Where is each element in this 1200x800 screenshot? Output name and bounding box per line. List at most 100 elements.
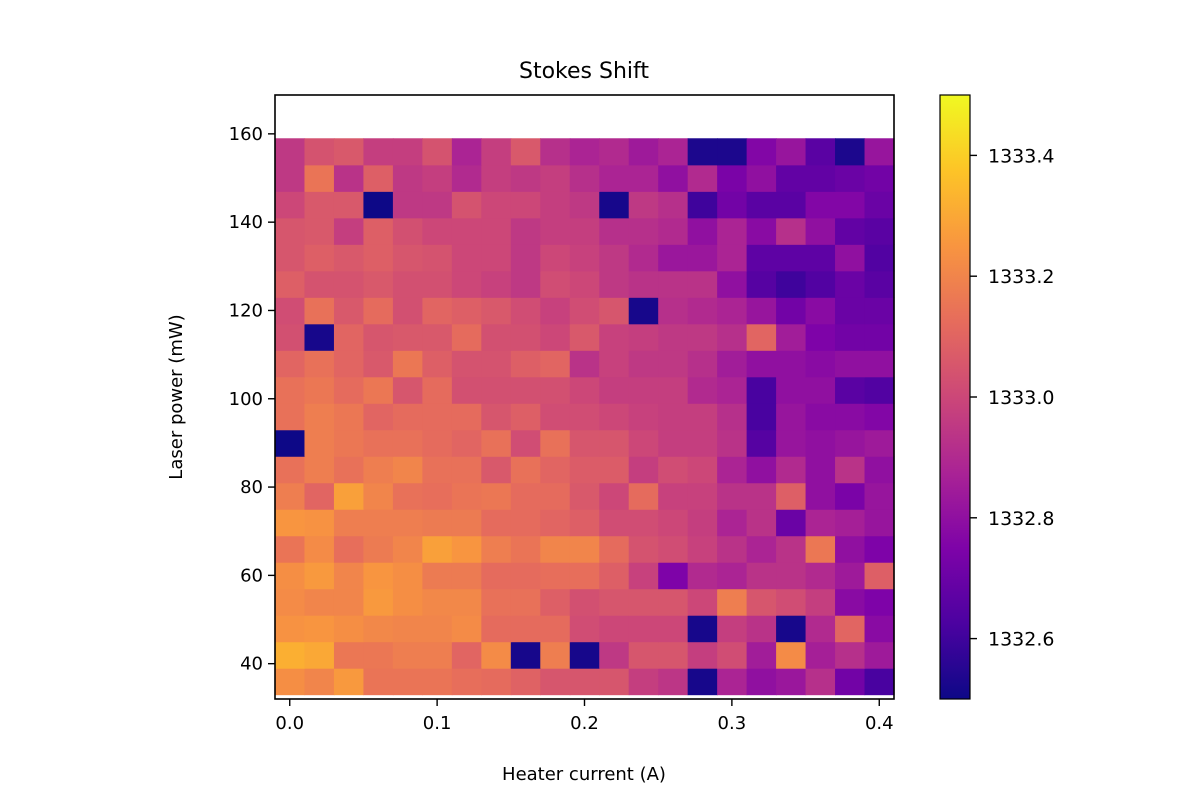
heat-cell [746, 588, 777, 616]
heat-cell [687, 376, 718, 404]
heat-cell [628, 244, 659, 272]
heat-cell [835, 668, 866, 696]
heat-cell [628, 217, 659, 245]
heat-cell [776, 429, 807, 457]
heat-cell [776, 138, 807, 166]
heat-cell [304, 482, 335, 510]
heat-cell [628, 164, 659, 192]
heat-cell [304, 191, 335, 219]
heat-cell [628, 376, 659, 404]
heat-cell [363, 641, 394, 669]
heat-cell [717, 297, 748, 325]
heat-cell [422, 615, 453, 643]
heat-cell [422, 641, 453, 669]
heat-cell [805, 456, 836, 484]
heat-cell [510, 323, 541, 351]
heat-cell [451, 244, 482, 272]
heat-cell [363, 164, 394, 192]
heat-cell [333, 297, 365, 325]
heat-cell [835, 562, 866, 590]
heat-cell [599, 429, 630, 457]
heat-cell [746, 376, 777, 404]
heat-cell [540, 509, 571, 537]
heat-cell [805, 588, 836, 616]
y-tick-label: 100 [229, 389, 263, 410]
heat-cell [275, 297, 306, 325]
heat-cell [687, 509, 718, 537]
heat-cell [776, 376, 807, 404]
heat-cell [658, 376, 689, 404]
heat-cell [776, 456, 807, 484]
heat-cell [275, 429, 306, 457]
heat-cell [658, 217, 689, 245]
heat-cell [275, 164, 306, 192]
heat-cell [392, 350, 423, 378]
heat-cell [835, 535, 866, 563]
heat-cell [599, 323, 630, 351]
heat-cell [628, 562, 659, 590]
heat-cell [304, 244, 335, 272]
heat-cell [864, 270, 895, 298]
heat-cell [422, 535, 453, 563]
heat-cell [481, 217, 512, 245]
heat-cell [717, 615, 748, 643]
heat-cell [864, 588, 895, 616]
heat-cell [569, 509, 600, 537]
heat-cell [628, 297, 659, 325]
heat-cell [717, 323, 748, 351]
heat-cell [599, 403, 630, 431]
heat-cell [864, 668, 895, 696]
x-axis: 0.0 0.1 0.2 0.3 0.4 [275, 699, 894, 734]
heat-cell [687, 138, 718, 166]
heat-cell [451, 456, 482, 484]
heat-cell [392, 403, 423, 431]
heat-cell [510, 509, 541, 537]
heat-cell [392, 323, 423, 351]
heat-cell [658, 562, 689, 590]
heat-cell [510, 482, 541, 510]
heat-cell [776, 482, 807, 510]
heat-cell [422, 270, 453, 298]
heat-cell [333, 323, 365, 351]
heat-cell [451, 191, 482, 219]
heat-cell [304, 138, 335, 166]
heat-cell [717, 668, 748, 696]
heat-cell [569, 297, 600, 325]
heat-cell [864, 456, 895, 484]
heat-cell [451, 429, 482, 457]
heat-cell [275, 509, 306, 537]
heat-cell [746, 164, 777, 192]
heat-cell [333, 429, 365, 457]
heat-cell [510, 350, 541, 378]
heat-cell [540, 244, 571, 272]
heat-cell [805, 217, 836, 245]
heat-cell [569, 535, 600, 563]
heat-cell [717, 217, 748, 245]
heat-cell [687, 562, 718, 590]
heat-cell [658, 403, 689, 431]
heat-cell [363, 562, 394, 590]
heat-cell [451, 482, 482, 510]
heat-cell [540, 350, 571, 378]
heat-cell [392, 244, 423, 272]
heat-cell [304, 641, 335, 669]
heat-cell [510, 588, 541, 616]
x-tick-label: 0.0 [275, 713, 304, 734]
heat-cell [864, 403, 895, 431]
heat-cell [569, 429, 600, 457]
y-tick-label: 140 [229, 212, 263, 233]
heat-cell [363, 270, 394, 298]
heat-cell [569, 323, 600, 351]
heat-cell [363, 509, 394, 537]
colorbar-tick-label: 1333.0 [988, 387, 1054, 409]
heat-cell [510, 297, 541, 325]
heat-cell [392, 217, 423, 245]
heat-cell [687, 482, 718, 510]
heat-cell [275, 456, 306, 484]
heat-cell [333, 509, 365, 537]
heat-cell [392, 138, 423, 166]
heat-cell [776, 615, 807, 643]
heat-cell [422, 138, 453, 166]
heat-cell [333, 270, 365, 298]
heat-cell [805, 297, 836, 325]
